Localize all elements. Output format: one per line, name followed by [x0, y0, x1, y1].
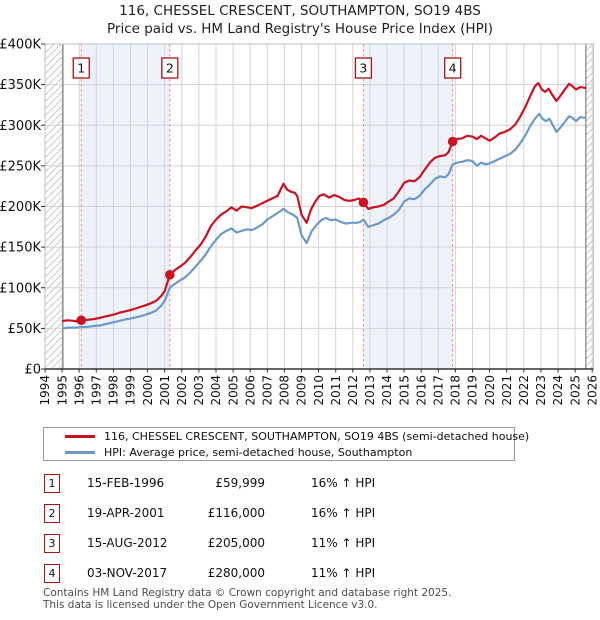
legend-swatch-property-line — [65, 434, 95, 438]
x-tick-label: 2021 — [500, 375, 514, 406]
sale-marker-dot-4 — [447, 136, 458, 147]
x-tick-label: 2006 — [243, 375, 257, 406]
x-tick-label: 2015 — [397, 375, 411, 406]
x-tick-label: 1999 — [124, 375, 138, 406]
series-hpi-line — [61, 112, 587, 330]
y-tick-label: £200K — [0, 200, 41, 215]
page-title: 116, CHESSEL CRESCENT, SOUTHAMPTON, SO19… — [119, 3, 481, 19]
x-tick-label: 1996 — [72, 375, 86, 406]
y-tick-label: £100K — [0, 281, 41, 296]
x-tick-label: 2009 — [295, 375, 309, 406]
y-tick-label: £350K — [0, 78, 41, 93]
sale-number-badge: 4 — [44, 564, 60, 583]
x-tick-label: 2013 — [363, 375, 377, 406]
sale-price: £59,999 — [215, 476, 265, 490]
x-tick-label: 2008 — [278, 375, 292, 406]
sale-marker-dot-2 — [165, 269, 175, 280]
sale-badge-2 — [161, 57, 179, 79]
page-subtitle: Price paid vs. HM Land Registry's House … — [107, 21, 493, 37]
sale-vs-hpi: 16% ↑ HPI — [311, 476, 376, 490]
x-tick-label: 2002 — [175, 375, 189, 406]
x-tick-label: 2004 — [209, 375, 223, 406]
sale-badge-number: 4 — [449, 61, 457, 76]
footer-line2: This data is licensed under the Open Gov… — [43, 598, 378, 611]
sale-vs-hpi: 11% ↑ HPI — [311, 566, 376, 580]
sale-price: £280,000 — [207, 566, 265, 580]
sale-row-3: 3 15-AUG-2012 £205,000 11% ↑ HPI — [0, 534, 600, 554]
sale-number-badge: 3 — [44, 534, 60, 553]
x-tick-label: 2003 — [192, 375, 206, 406]
x-tick-label: 1994 — [38, 375, 52, 406]
sale-vs-hpi: 16% ↑ HPI — [311, 506, 376, 520]
x-tick-label: 2012 — [346, 375, 360, 406]
x-tick-label: 2022 — [517, 375, 531, 406]
sale-badge-number: 2 — [166, 61, 174, 76]
x-tick-label: 2019 — [466, 375, 480, 406]
sale-row-2: 2 19-APR-2001 £116,000 16% ↑ HPI — [0, 504, 600, 524]
x-tick-label: 2016 — [414, 375, 428, 406]
sale-badge-number: 1 — [77, 61, 85, 76]
sale-date: 19-APR-2001 — [87, 506, 165, 520]
x-tick-label: 2020 — [483, 375, 497, 406]
x-tick-label: 1997 — [90, 375, 104, 406]
y-tick-label: £300K — [0, 119, 41, 134]
x-tick-label: 2024 — [551, 375, 565, 406]
sale-vs-hpi: 11% ↑ HPI — [311, 536, 376, 550]
y-tick-label: £50K — [8, 322, 42, 337]
x-tick-label: 2023 — [534, 375, 548, 406]
sale-marker-dot-3 — [358, 197, 369, 208]
x-tick-label: 2025 — [568, 375, 582, 406]
x-tick-label: 2018 — [449, 375, 463, 406]
legend-swatch-hpi-line — [65, 450, 95, 454]
sale-badge-3 — [354, 57, 373, 79]
sale-row-1: 1 15-FEB-1996 £59,999 16% ↑ HPI — [0, 474, 600, 494]
x-tick-label: 2014 — [380, 375, 394, 406]
x-tick-label: 2001 — [158, 375, 172, 406]
x-tick-label: 2011 — [329, 375, 343, 406]
sale-number-badge: 1 — [44, 474, 60, 493]
sale-date: 03-NOV-2017 — [87, 566, 168, 580]
no-data-hatch — [45, 44, 63, 369]
y-tick-label: £250K — [0, 159, 41, 174]
x-tick-label: 2005 — [226, 375, 240, 406]
price-chart: 1 2 3 4 £0 £50K £100K £150K £200K £250K £300K £350K… — [0, 38, 599, 406]
x-tick-label: 2017 — [432, 375, 446, 406]
license-footer: Contains HM Land Registry data © Crown c… — [43, 587, 583, 611]
y-tick-label: £150K — [0, 241, 41, 256]
x-tick-label: 2026 — [585, 375, 599, 406]
x-tick-label: 1995 — [55, 375, 69, 406]
sale-row-4: 4 03-NOV-2017 £280,000 11% ↑ HPI — [0, 564, 600, 584]
sale-number-badge: 2 — [44, 504, 60, 523]
legend-label-property: 116, CHESSEL CRESCENT, SOUTHAMPTON, SO19… — [104, 429, 530, 443]
sale-badge-1 — [72, 57, 90, 79]
y-tick-label: £0 — [24, 363, 41, 378]
y-tick-label: £400K — [0, 38, 41, 53]
sale-price: £116,000 — [207, 506, 265, 520]
chart-legend: 116, CHESSEL CRESCENT, SOUTHAMPTON, SO19… — [43, 427, 529, 461]
x-tick-label: 1998 — [107, 375, 121, 406]
sale-date: 15-AUG-2012 — [87, 536, 168, 550]
x-tick-label: 2000 — [141, 375, 155, 406]
legend-row-property: 116, CHESSEL CRESCENT, SOUTHAMPTON, SO19… — [44, 430, 529, 443]
sale-date: 15-FEB-1996 — [87, 476, 165, 490]
x-tick-label: 2007 — [261, 375, 275, 406]
no-data-hatch — [585, 44, 594, 369]
footer-line1: Contains HM Land Registry data © Crown c… — [43, 587, 452, 599]
series-property-line — [61, 81, 587, 323]
legend-label-hpi: HPI: Average price, semi-detached house,… — [104, 445, 413, 459]
legend-row-hpi: HPI: Average price, semi-detached house,… — [44, 446, 514, 459]
x-tick-label: 2010 — [312, 375, 326, 406]
sale-badge-4 — [444, 57, 462, 79]
sale-badge-number: 3 — [359, 61, 367, 76]
sale-marker-dot-1 — [76, 315, 87, 326]
sale-price: £205,000 — [207, 536, 265, 550]
